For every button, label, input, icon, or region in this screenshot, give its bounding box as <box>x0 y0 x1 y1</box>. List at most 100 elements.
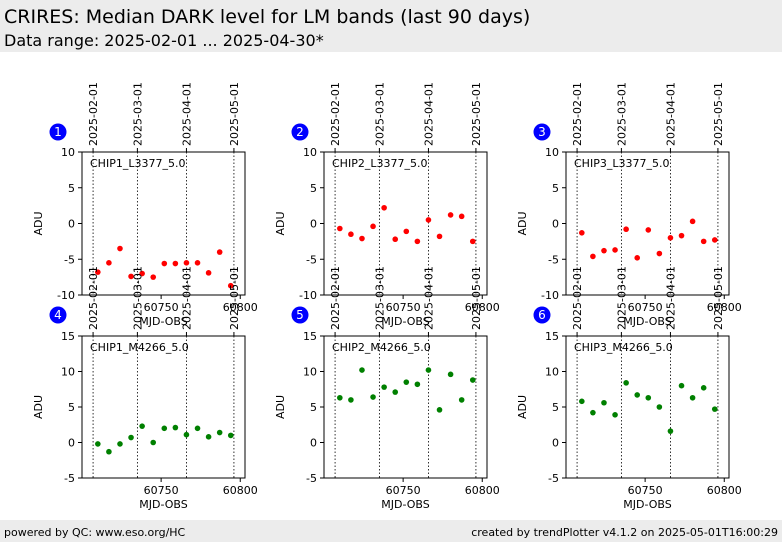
date-tick-label: 2025-02-01 <box>329 266 342 330</box>
date-tick-label: 2025-04-01 <box>664 82 677 146</box>
date-tick-label: 2025-05-01 <box>228 266 241 330</box>
x-tick-label: 60750 <box>386 484 421 497</box>
y-tick-label: -5 <box>306 472 317 485</box>
panel-label: CHIP1_M4266_5.0 <box>90 341 189 354</box>
data-point <box>711 406 718 412</box>
y-tick-label: -5 <box>306 253 317 266</box>
axes-frame <box>565 335 730 479</box>
footer-created-by: created by trendPlotter v4.1.2 on 2025-0… <box>471 526 778 539</box>
data-point <box>403 228 410 235</box>
data-point <box>458 397 465 403</box>
data-point <box>590 409 596 416</box>
data-point <box>711 237 718 243</box>
data-point <box>194 425 201 432</box>
data-point <box>414 381 421 388</box>
panel-number: 2 <box>296 125 304 139</box>
chart-panel-5: 2025-02-01 2025-03-01 2025-04-01 2025-05-01… <box>274 266 500 511</box>
y-tick-label: -5 <box>548 253 559 266</box>
y-tick-label: 10 <box>61 146 75 159</box>
y-tick-label: -10 <box>299 289 317 302</box>
y-axis-label: ADU <box>516 395 529 419</box>
chart-panel-2: 2025-02-01 2025-03-01 2025-04-01 2025-05-01… <box>274 82 500 328</box>
data-point <box>161 425 168 432</box>
page-title: CRIRES: Median DARK level for LM bands (… <box>4 6 531 28</box>
data-point <box>469 377 476 383</box>
y-tick-label: 5 <box>68 182 75 195</box>
data-point <box>216 429 223 436</box>
date-tick-label: 2025-04-01 <box>180 82 193 146</box>
date-tick-label: 2025-03-01 <box>131 266 144 330</box>
date-tick-label: 2025-03-01 <box>615 266 628 330</box>
date-tick-label: 2025-03-01 <box>373 266 386 330</box>
data-point <box>436 407 443 413</box>
data-point <box>579 398 585 405</box>
y-tick-label: 5 <box>552 401 559 414</box>
panel-number-badge <box>533 306 551 324</box>
data-point <box>128 273 134 280</box>
date-tick-label: 2025-02-01 <box>87 82 100 146</box>
data-point <box>172 260 179 267</box>
y-axis-label: ADU <box>32 211 45 235</box>
date-tick-label: 2025-02-01 <box>329 82 342 146</box>
y-axis-label: ADU <box>274 211 287 235</box>
panel-label: CHIP1_L3377_5.0 <box>90 157 185 170</box>
panel-number-badge <box>291 123 309 141</box>
data-point <box>106 260 112 266</box>
y-tick-label: 5 <box>552 182 559 195</box>
data-point <box>601 247 607 254</box>
y-tick-label: 15 <box>545 330 559 343</box>
axes-frame <box>81 151 246 296</box>
axes-frame <box>323 151 488 296</box>
axes-frame <box>323 335 488 479</box>
x-axis-label: MJD-OBS <box>623 498 671 511</box>
axes-frame <box>565 151 730 296</box>
data-point <box>678 232 685 239</box>
date-tick-label: 2025-02-01 <box>571 82 584 146</box>
data-point <box>403 379 410 385</box>
x-tick-label: 60800 <box>465 484 500 497</box>
y-tick-label: 10 <box>303 366 317 379</box>
x-tick-label: 60800 <box>223 484 258 497</box>
panel-number-badge <box>49 306 67 324</box>
data-point <box>700 385 707 391</box>
data-point <box>634 392 641 398</box>
date-tick-label: 2025-04-01 <box>422 82 435 146</box>
data-point <box>447 371 454 378</box>
data-point <box>678 382 685 389</box>
footer-powered-by: powered by QC: www.eso.org/HC <box>4 526 186 539</box>
data-point <box>381 384 387 390</box>
panel-label: CHIP3_M4266_5.0 <box>574 341 673 354</box>
data-point <box>117 245 123 252</box>
data-point <box>392 389 399 395</box>
y-tick-label: 15 <box>303 330 317 343</box>
data-point <box>667 235 674 241</box>
y-tick-label: 10 <box>545 146 559 159</box>
chart-panel-6: 2025-02-01 2025-03-01 2025-04-01 2025-05-01… <box>516 266 742 511</box>
data-point <box>425 367 432 373</box>
data-point <box>469 238 476 245</box>
data-point <box>337 225 343 232</box>
panel-number-badge <box>291 306 309 324</box>
data-point <box>634 255 641 261</box>
data-point <box>414 238 421 245</box>
date-tick-label: 2025-03-01 <box>615 82 628 146</box>
y-tick-label: 5 <box>68 401 75 414</box>
data-point <box>436 233 443 240</box>
data-point <box>359 235 365 242</box>
data-point <box>348 231 354 238</box>
panel-number: 6 <box>538 308 546 322</box>
x-axis-label: MJD-OBS <box>139 315 187 328</box>
panel-number: 5 <box>296 308 304 322</box>
y-tick-label: 0 <box>68 218 75 231</box>
panel-label: CHIP3_L3377_5.0 <box>574 157 669 170</box>
x-axis-label: MJD-OBS <box>623 315 671 328</box>
chart-panel-1: 2025-02-01 2025-03-01 2025-04-01 2025-05-01… <box>32 82 258 328</box>
data-point <box>700 238 707 245</box>
page-subtitle: Data range: 2025-02-01 ... 2025-04-30* <box>4 31 324 50</box>
x-tick-label: 60800 <box>465 301 500 314</box>
y-tick-label: -5 <box>64 472 75 485</box>
axes-frame <box>81 335 246 479</box>
data-point <box>139 270 145 277</box>
plots-grid: 2025-02-01 2025-03-01 2025-04-01 2025-05-01… <box>32 82 742 511</box>
y-tick-label: -10 <box>57 289 75 302</box>
